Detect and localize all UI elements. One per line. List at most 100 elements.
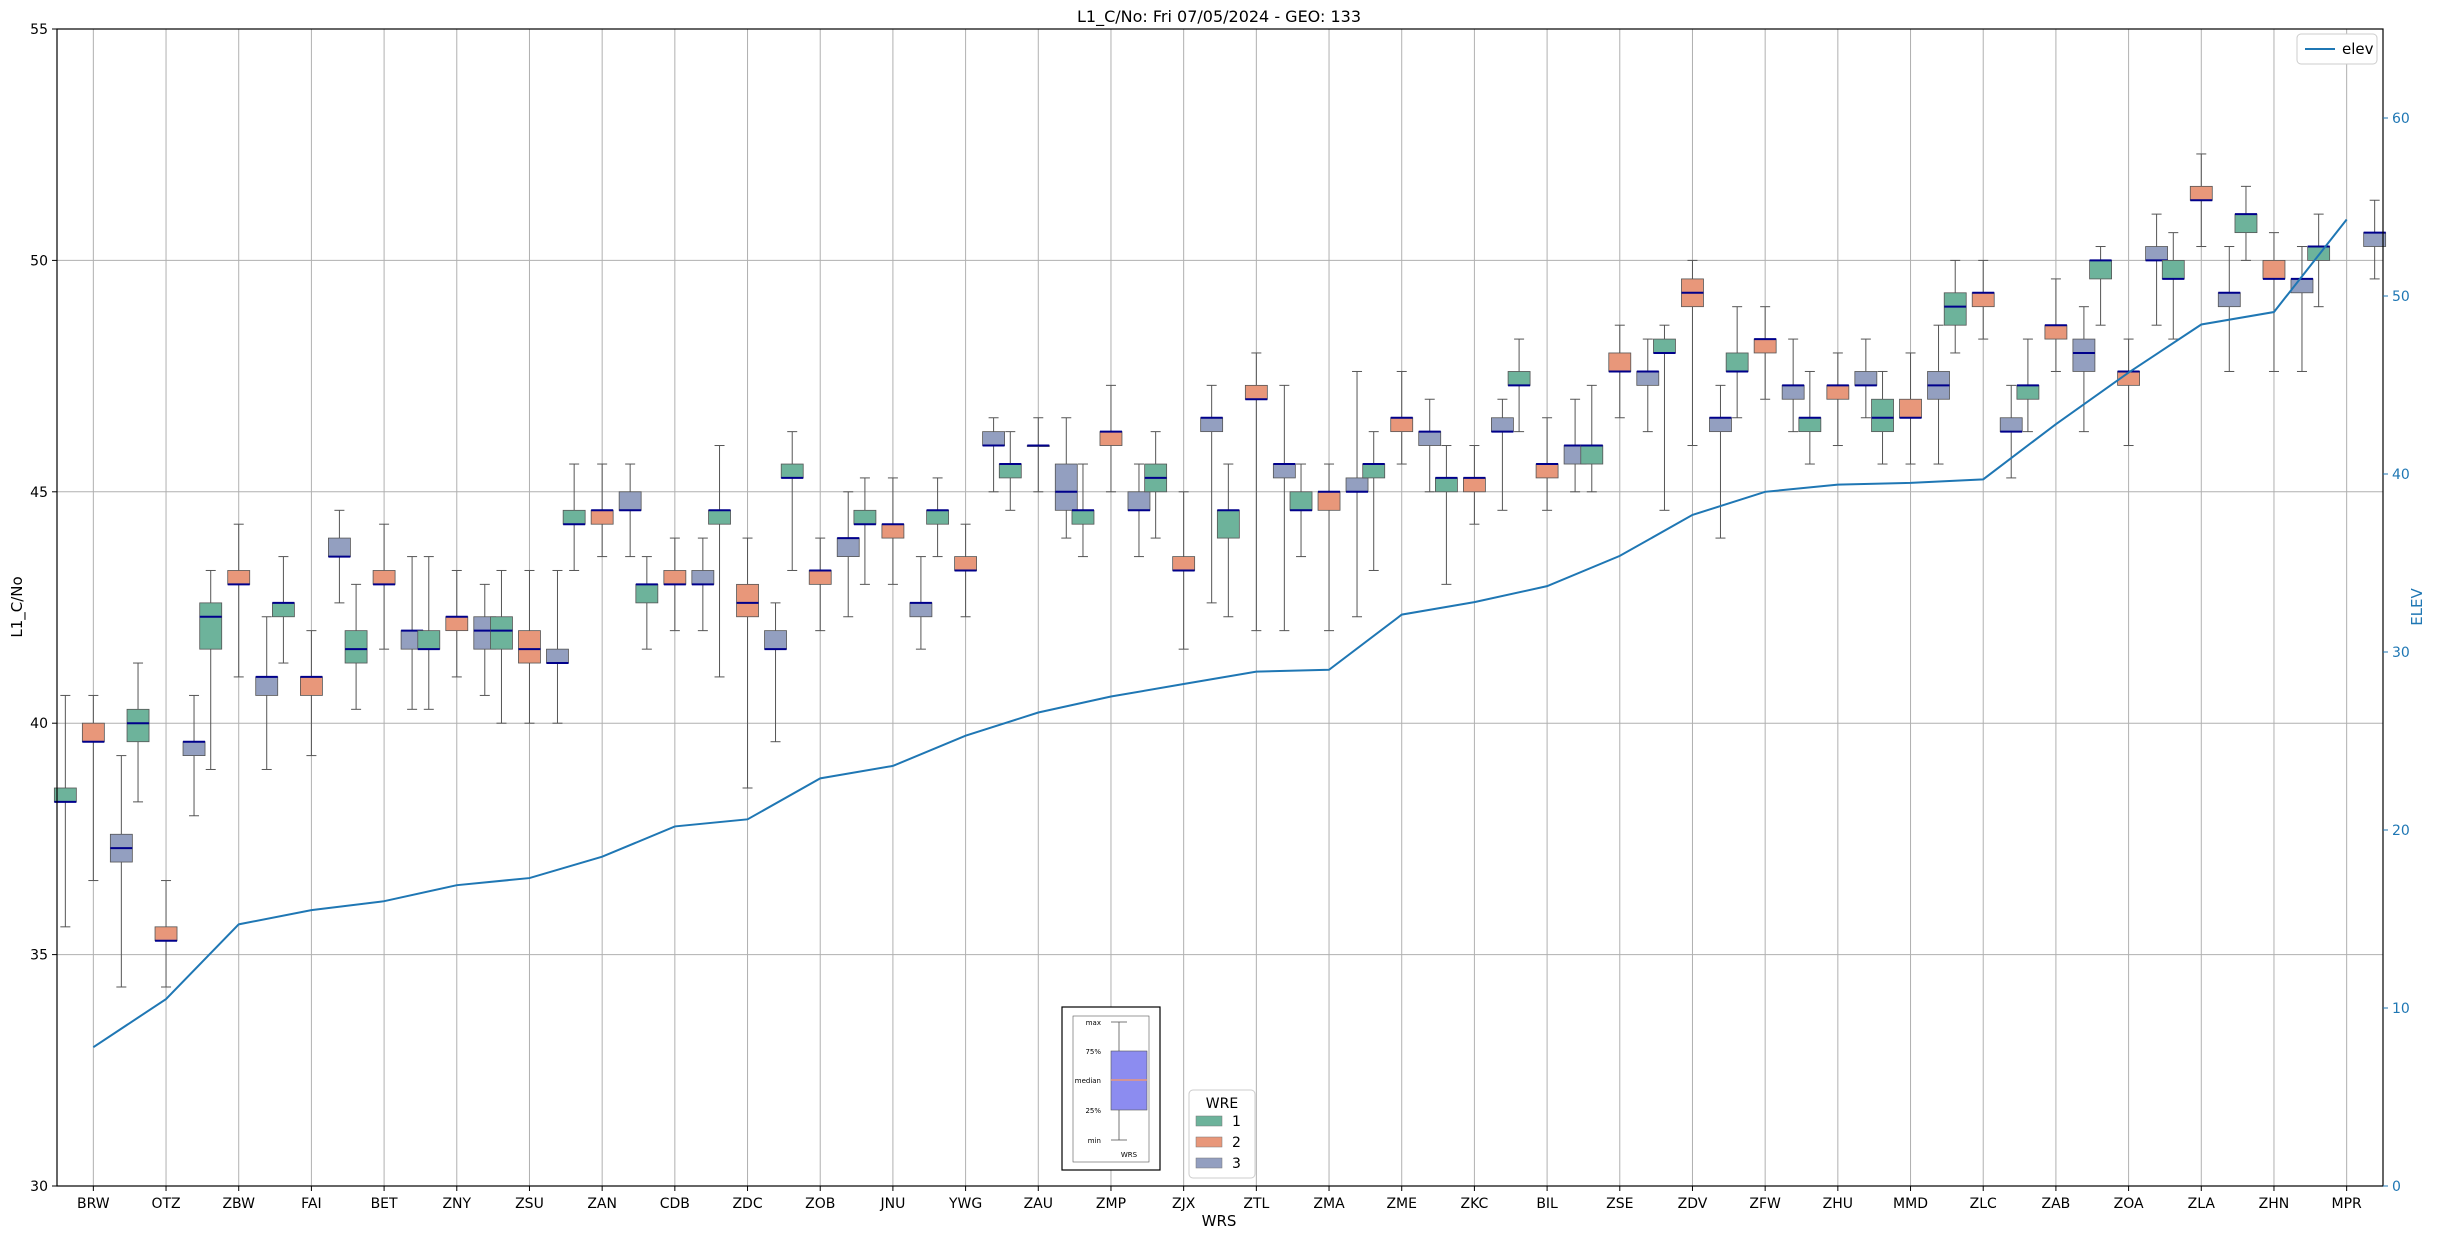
box-ZKC-wre3: [1491, 398, 1514, 511]
box-ZSE-wre1: [1580, 384, 1604, 493]
box-iqr-OTZ-wre2: [154, 926, 178, 942]
box-BRW-wre3: [109, 755, 133, 988]
box-iqr-ZHN-wre1: [2234, 213, 2258, 234]
box-iqr-MMD-wre1: [1871, 398, 1894, 433]
x-tick-label-FAI: FAI: [301, 1196, 321, 1212]
y2-tick-label-0: 0: [2392, 1179, 2401, 1195]
box-ZFW-wre3: [1781, 338, 1805, 433]
box-MMD-wre3: [1927, 324, 1950, 465]
box-iqr-ZME-wre2: [1390, 417, 1414, 433]
box-iqr-ZJX-wre3: [1200, 417, 1224, 433]
box-FAI-wre2: [300, 630, 323, 757]
y-tick-label-30: 30: [30, 1179, 48, 1195]
x-tick-label-MPR: MPR: [2332, 1196, 2363, 1212]
x-tick-label-YWG: YWG: [948, 1196, 982, 1212]
y-tick-label-40: 40: [30, 716, 48, 732]
box-key-label-min: min: [1088, 1137, 1101, 1145]
box-ZJX-wre2: [1172, 491, 1196, 650]
wre-legend-label-3: 3: [1232, 1156, 1241, 1172]
box-iqr-ZSE-wre3: [1636, 371, 1660, 386]
box-ZJX-wre3: [1200, 384, 1224, 604]
box-iqr-ZDC-wre2: [736, 583, 759, 618]
box-iqr-BET-wre1: [344, 630, 368, 664]
box-ZTL-wre3: [1272, 384, 1296, 632]
box-iqr-BRW-wre2: [81, 722, 105, 743]
box-ZTL-wre2: [1244, 352, 1268, 632]
box-iqr-ZOA-wre1: [2089, 259, 2112, 280]
y-axis-left: 30 35 40 45 50 55: [30, 22, 57, 1195]
box-iqr-ZLA-wre1: [2161, 259, 2185, 280]
box-iqr-ZME-wre3: [1418, 431, 1442, 446]
x-tick-label-ZJX: ZJX: [1172, 1196, 1196, 1212]
box-MPR-wre1: [2307, 213, 2331, 308]
box-ZFW-wre2: [1753, 306, 1777, 400]
box-iqr-ZAB-wre2: [2044, 324, 2068, 340]
box-iqr-ZDC-wre3: [764, 630, 787, 650]
box-ZDV-wre3: [1709, 384, 1732, 539]
x-tick-label-ZNY: ZNY: [442, 1196, 471, 1212]
x-tick-label-ZAU: ZAU: [1024, 1196, 1053, 1212]
box-ZAB-wre1: [2016, 338, 2040, 433]
box-ZLC-wre2: [1971, 259, 1995, 340]
x-tick-label-ZLA: ZLA: [2188, 1196, 2216, 1212]
box-CDB-wre3: [691, 537, 715, 632]
box-ZBW-wre1: [199, 569, 223, 770]
box-YWG-wre1: [926, 477, 949, 558]
box-key: max 75% median 25% min WRS: [1061, 1006, 1161, 1171]
box-OTZ-wre1: [126, 662, 150, 803]
box-iqr-MPR-wre3: [2363, 232, 2387, 247]
box-iqr-ZBW-wre2: [227, 570, 251, 585]
box-iqr-JNU-wre1: [853, 509, 877, 525]
x-tick-label-CDB: CDB: [660, 1196, 690, 1212]
box-FAI-wre1: [272, 556, 295, 664]
y-tick-label-35: 35: [30, 948, 48, 964]
box-ZHU-wre1: [1798, 370, 1822, 465]
box-ZDV-wre1: [1653, 324, 1676, 511]
box-iqr-ZAB-wre3: [2072, 338, 2096, 372]
box-plots: [53, 153, 2387, 988]
box-BIL-wre1: [1507, 338, 1531, 433]
box-iqr-ZNY-wre2: [445, 616, 469, 632]
box-ZAU-wre3: [1054, 417, 1078, 539]
box-ZOB-wre2: [808, 537, 832, 632]
box-OTZ-wre2: [154, 880, 178, 988]
y-tick-label-50: 50: [30, 253, 48, 269]
box-ZHN-wre3: [2290, 246, 2314, 372]
box-ZAU-wre2: [1026, 417, 1050, 493]
box-iqr-OTZ-wre1: [126, 708, 150, 743]
box-ZKC-wre1: [1435, 445, 1458, 585]
y-tick-label-45: 45: [30, 485, 48, 501]
box-JNU-wre2: [881, 477, 905, 585]
box-ZDV-wre2: [1681, 259, 1704, 447]
box-ZKC-wre2: [1463, 445, 1486, 525]
box-iqr-ZKC-wre3: [1491, 417, 1514, 433]
box-iqr-BRW-wre1: [53, 787, 77, 803]
box-JNU-wre3: [909, 556, 933, 650]
x-tick-label-ZME: ZME: [1386, 1196, 1417, 1212]
x-tick-label-ZMA: ZMA: [1313, 1196, 1345, 1212]
box-iqr-CDB-wre1: [635, 583, 659, 604]
wre-legend-frame: [1188, 1089, 1256, 1179]
x-tick-label-ZOB: ZOB: [805, 1196, 835, 1212]
box-iqr-JNU-wre3: [909, 602, 933, 618]
x-tick-label-ZDC: ZDC: [732, 1196, 762, 1212]
box-ZSU-wre1: [490, 569, 513, 724]
box-ZMP-wre1: [1071, 463, 1095, 558]
box-ZHN-wre2: [2262, 232, 2286, 372]
box-iqr-ZLA-wre3: [2217, 292, 2241, 308]
box-iqr-ZFW-wre3: [1781, 384, 1805, 400]
y2-tick-label-20: 20: [2392, 823, 2410, 839]
box-ZBW-wre3: [255, 616, 279, 770]
x-tick-label-JNU: JNU: [879, 1196, 905, 1212]
box-iqr-ZHU-wre3: [1854, 371, 1878, 386]
box-iqr-BET-wre2: [372, 570, 396, 585]
wre-legend-label-1: 1: [1232, 1114, 1241, 1130]
box-iqr-MMD-wre2: [1899, 398, 1922, 419]
box-iqr-ZAN-wre2: [590, 509, 614, 525]
box-iqr-ZDC-wre1: [708, 509, 731, 525]
box-ZOB-wre1: [780, 431, 804, 571]
box-ZLC-wre1: [1943, 259, 1967, 354]
box-BET-wre3: [400, 556, 424, 710]
